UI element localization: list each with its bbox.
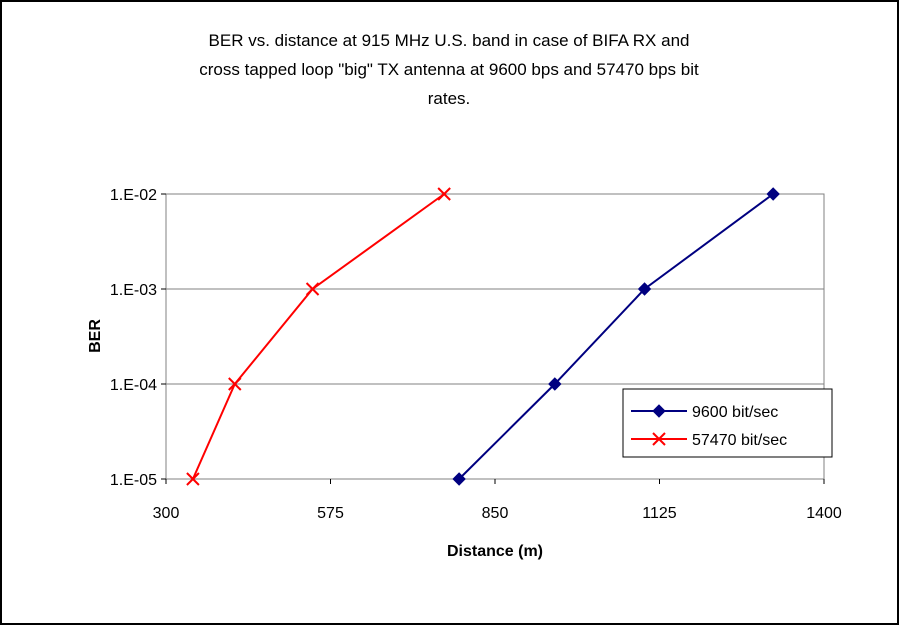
data-point-0 xyxy=(548,377,562,391)
x-tick-label: 1125 xyxy=(642,505,677,522)
y-tick-label: 1.E-03 xyxy=(110,282,157,299)
chart-title-line-1: BER vs. distance at 915 MHz U.S. band in… xyxy=(209,31,690,50)
chart-title-line-3: rates. xyxy=(428,89,471,108)
data-point-0 xyxy=(452,472,466,486)
x-tick-label: 850 xyxy=(482,505,509,522)
series-line-1 xyxy=(192,193,445,480)
data-point-1 xyxy=(186,472,200,486)
legend: 9600 bit/sec 57470 bit/sec xyxy=(622,388,833,458)
legend-marker xyxy=(652,432,666,446)
grid-lines xyxy=(166,288,824,385)
data-point-0 xyxy=(766,187,780,201)
y-tick-label: 1.E-05 xyxy=(110,472,157,489)
y-tick-label: 1.E-04 xyxy=(110,377,157,394)
x-axis-title: Distance (m) xyxy=(447,543,543,560)
x-tick-label: 575 xyxy=(317,505,344,522)
legend-marker xyxy=(652,404,666,418)
legend-box xyxy=(622,388,833,458)
series-line-0 xyxy=(458,193,774,480)
x-tick-label: 1400 xyxy=(806,505,842,522)
x-tick-label: 300 xyxy=(153,505,180,522)
data-point-0 xyxy=(637,282,652,296)
data-point-1 xyxy=(437,187,451,201)
y-axis-tick-labels: 1.E-05 1.E-04 1.E-03 1.E-02 xyxy=(110,187,166,489)
chart-title: BER vs. distance at 915 MHz U.S. band in… xyxy=(199,31,699,108)
data-series xyxy=(186,187,780,486)
legend-label: 57470 bit/sec xyxy=(692,432,787,449)
data-point-1 xyxy=(305,282,320,296)
data-point-1 xyxy=(228,377,242,391)
y-tick-label: 1.E-02 xyxy=(110,187,157,204)
chart-title-line-2: cross tapped loop "big" TX antenna at 96… xyxy=(199,60,699,79)
x-axis-tick-labels: 300 575 850 1125 1400 xyxy=(153,479,842,522)
legend-label: 9600 bit/sec xyxy=(692,404,778,421)
y-axis-title: BER xyxy=(87,319,104,353)
